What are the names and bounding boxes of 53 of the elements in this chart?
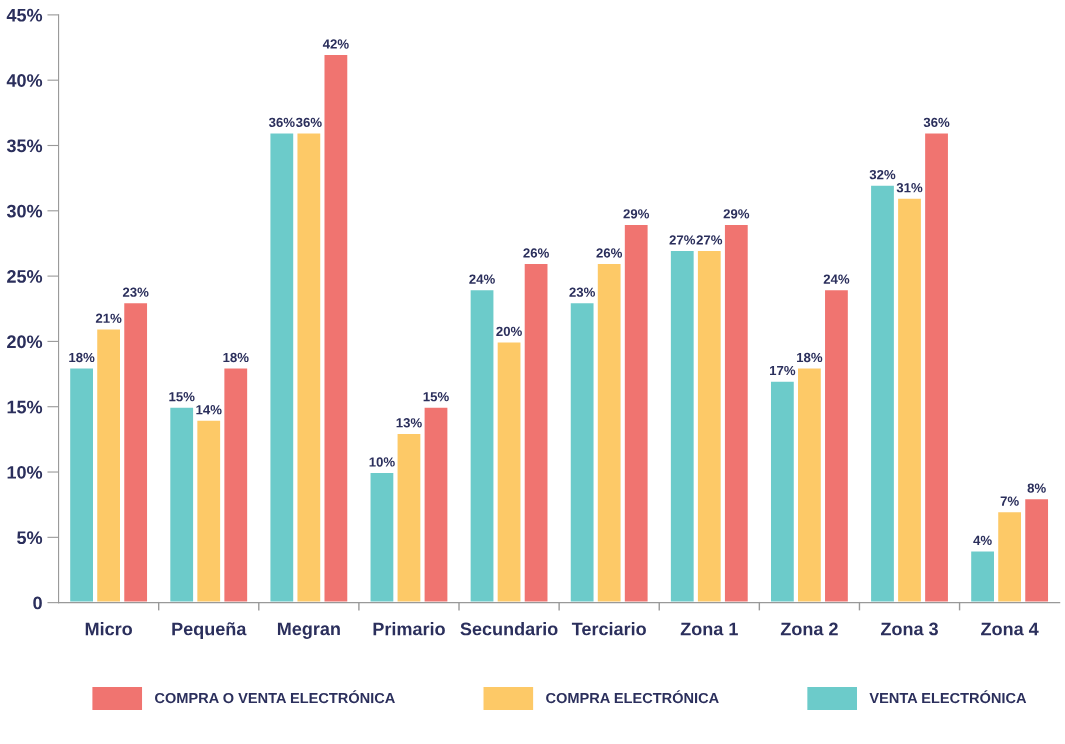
data-label: 26% <box>523 248 549 258</box>
data-label: 10% <box>369 457 395 467</box>
data-label: 29% <box>723 209 750 219</box>
y-tick-label: 5% <box>17 531 43 545</box>
data-label: 26% <box>596 248 623 258</box>
data-label: 7% <box>1000 496 1019 506</box>
data-label: 18% <box>69 352 95 363</box>
data-label: 23% <box>569 287 596 297</box>
x-tick-label: Zona 2 <box>780 622 838 636</box>
data-label: 24% <box>823 274 850 284</box>
y-tick-label: 35% <box>6 139 43 153</box>
data-label: 29% <box>623 209 650 219</box>
data-label: 36% <box>295 117 322 128</box>
data-label: 4% <box>973 535 992 545</box>
y-tick-label: 45% <box>6 8 43 22</box>
data-label: 36% <box>923 117 950 128</box>
data-label: 36% <box>268 117 295 128</box>
data-label: 17% <box>770 365 796 376</box>
y-tick-label: 25% <box>7 270 43 283</box>
data-label: 15% <box>169 392 195 402</box>
data-label: 27% <box>696 235 723 245</box>
legend-label: VENTA ELECTRÓNICA <box>869 690 1027 704</box>
data-label: 8% <box>1027 483 1046 493</box>
data-label: 15% <box>423 392 449 402</box>
data-label: 18% <box>797 352 823 363</box>
data-label: 21% <box>95 313 122 323</box>
data-label: 27% <box>669 235 696 245</box>
x-tick-label: Terciario <box>571 622 646 636</box>
data-label: 14% <box>196 405 222 415</box>
data-label: 32% <box>869 169 896 180</box>
data-label: 13% <box>396 418 422 428</box>
y-tick-label: 10% <box>7 465 43 479</box>
x-tick-label: Secundario <box>460 622 558 636</box>
y-tick-label: 0 <box>33 596 42 610</box>
x-tick-label: Pequeña <box>172 622 247 639</box>
data-label: 42% <box>322 39 349 49</box>
y-tick-label: 20% <box>7 335 43 349</box>
y-tick-label: 40% <box>6 74 43 87</box>
data-label: 18% <box>223 352 249 363</box>
legend-label: COMPRA O VENTA ELECTRÓNICA <box>155 690 395 704</box>
x-tick-label: Primario <box>373 622 445 636</box>
x-tick-label: Zona 3 <box>880 622 938 636</box>
y-tick-label: 30% <box>6 204 43 218</box>
x-tick-label: Megran <box>277 622 340 639</box>
x-tick-label: Zona 4 <box>981 622 1039 636</box>
y-tick-label: 15% <box>7 400 43 414</box>
data-label: 24% <box>469 274 495 284</box>
data-label: 31% <box>896 183 923 193</box>
data-label: 23% <box>122 287 149 297</box>
legend-label: COMPRA ELECTRÓNICA <box>546 690 719 704</box>
x-tick-label: Micro <box>85 622 132 636</box>
data-label: 20% <box>496 326 522 337</box>
x-tick-label: Zona 1 <box>680 622 738 636</box>
